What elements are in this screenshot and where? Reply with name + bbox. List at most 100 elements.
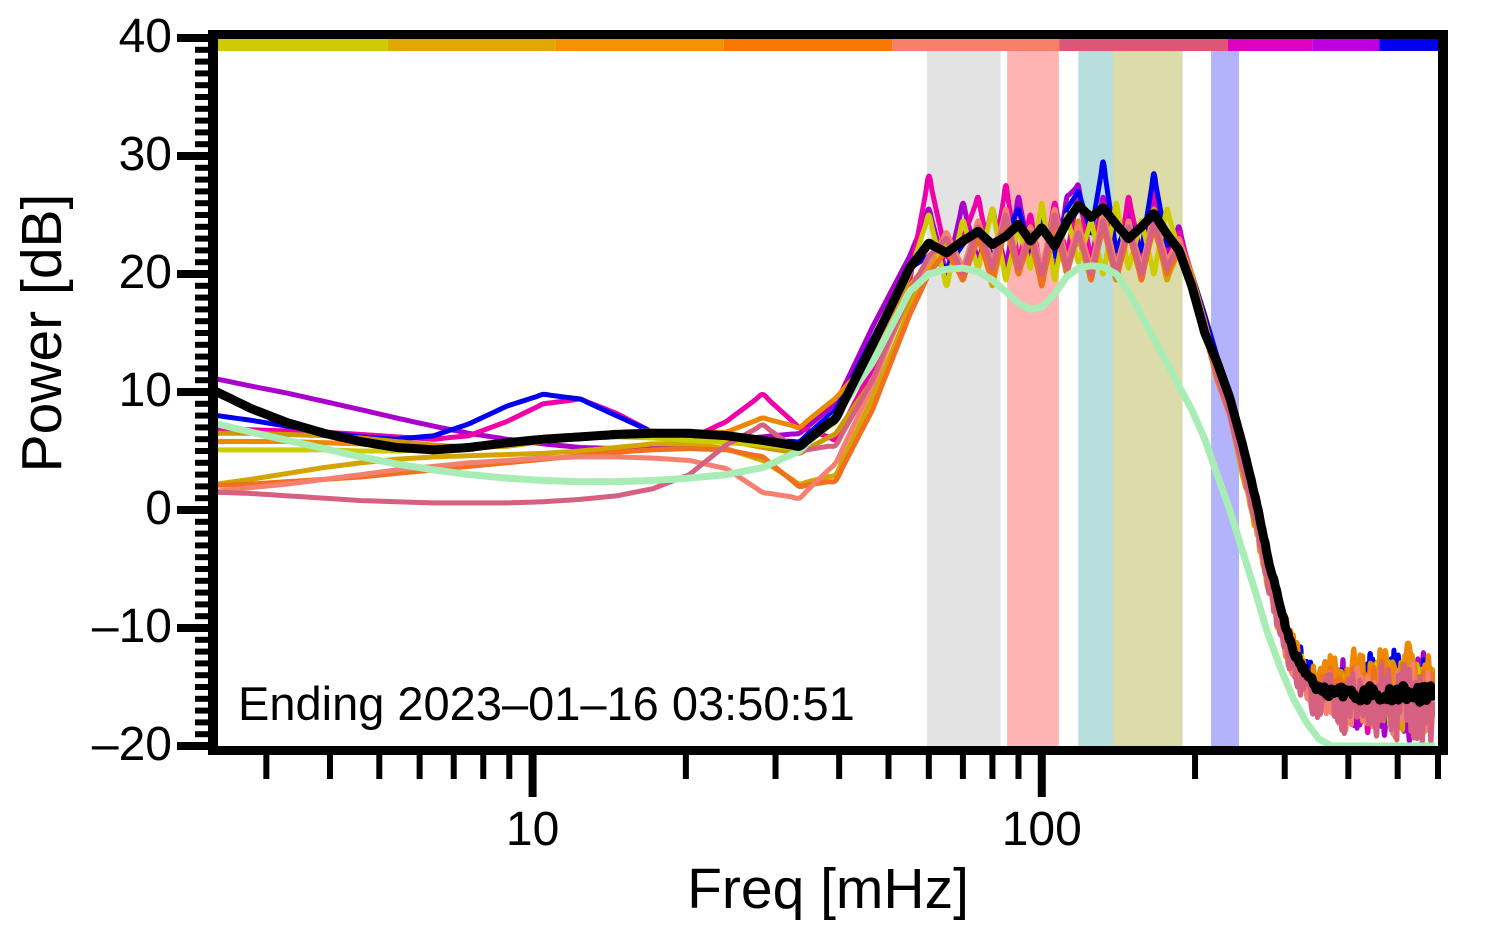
y-minor-tick — [195, 684, 217, 690]
colorbar-segment-5 — [1059, 39, 1228, 51]
y-minor-tick — [195, 247, 217, 254]
y-minor-tick — [195, 400, 217, 407]
y-minor-tick — [195, 46, 217, 53]
x-minor-tick — [263, 755, 270, 779]
x-minor-tick — [416, 755, 423, 779]
y-tick-label: 30 — [118, 128, 172, 181]
y-minor-tick — [195, 554, 217, 561]
y-minor-tick — [195, 377, 217, 384]
y-major-tick — [177, 34, 217, 42]
y-tick-label: 0 — [145, 482, 172, 535]
x-minor-tick — [836, 755, 843, 779]
y-minor-tick — [195, 212, 217, 218]
y-major-tick — [177, 506, 217, 514]
ending-timestamp-annotation: Ending 2023‒01‒16 03:50:51 — [238, 677, 855, 730]
y-minor-tick — [195, 235, 217, 242]
x-minor-tick — [959, 755, 966, 779]
time-progression-colorbar — [217, 39, 1438, 51]
colorbar-segment-7 — [1312, 39, 1380, 51]
band-pink — [1007, 38, 1059, 746]
x-axis-ticks — [263, 755, 1441, 797]
y-minor-tick — [195, 436, 217, 443]
colorbar-segment-0 — [217, 39, 388, 51]
x-minor-tick — [326, 755, 333, 779]
y-major-tick — [177, 624, 217, 632]
y-minor-tick — [195, 164, 217, 171]
y-minor-tick — [195, 636, 217, 643]
x-minor-tick — [1192, 755, 1199, 779]
y-tick-label: 40 — [118, 10, 172, 63]
y-axis-ticks — [177, 34, 217, 750]
x-minor-tick — [1015, 755, 1022, 779]
y-minor-tick — [195, 566, 217, 572]
trace-group — [217, 159, 1435, 750]
band-khaki — [1113, 38, 1183, 746]
y-minor-tick — [195, 518, 217, 525]
x-tick-label: 10 — [505, 803, 560, 856]
y-minor-tick — [195, 200, 217, 207]
x-minor-tick — [1345, 755, 1352, 779]
y-major-tick — [177, 152, 217, 160]
y-tick-label: 10 — [118, 364, 172, 417]
y-minor-tick — [195, 117, 217, 124]
y-minor-tick — [195, 530, 217, 537]
x-minor-tick — [376, 755, 383, 779]
plot-frame — [208, 30, 1448, 755]
x-minor-tick — [1394, 755, 1401, 779]
y-minor-tick — [195, 188, 217, 195]
y-minor-tick — [195, 448, 217, 454]
trace-rose — [217, 212, 1435, 746]
y-major-tick — [177, 742, 217, 750]
y-tick-label: ‒10 — [91, 600, 172, 653]
y-minor-tick — [195, 695, 217, 702]
y-minor-tick — [195, 542, 217, 549]
y-minor-tick — [195, 613, 217, 620]
y-minor-tick — [195, 577, 217, 584]
y-minor-tick — [195, 105, 217, 112]
y-minor-tick — [195, 129, 217, 136]
x-minor-tick — [885, 755, 892, 779]
x-minor-tick — [450, 755, 457, 779]
y-major-tick — [177, 388, 217, 396]
y-minor-tick — [195, 412, 217, 419]
x-major-tick — [528, 755, 537, 797]
plot-area-background — [217, 38, 1435, 755]
x-minor-tick — [480, 755, 487, 779]
y-minor-tick — [195, 601, 217, 608]
colorbar-segment-1 — [387, 39, 556, 51]
y-minor-tick — [195, 365, 217, 372]
x-minor-tick — [1435, 755, 1441, 779]
x-minor-tick — [1281, 755, 1288, 779]
y-minor-tick — [195, 58, 217, 65]
y-minor-tick — [195, 330, 217, 336]
y-minor-tick — [195, 719, 217, 726]
y-minor-tick — [195, 589, 217, 596]
colorbar-segment-8 — [1379, 39, 1438, 51]
y-minor-tick — [195, 353, 217, 360]
x-minor-tick — [989, 755, 996, 779]
x-minor-tick — [506, 755, 513, 779]
y-minor-tick — [195, 424, 217, 431]
y-minor-tick — [195, 176, 217, 183]
y-minor-tick — [195, 731, 217, 738]
y-minor-tick — [195, 141, 217, 148]
y-minor-tick — [195, 483, 217, 490]
band-gray — [926, 38, 1001, 746]
y-minor-tick — [195, 282, 217, 289]
y-major-tick — [177, 270, 217, 278]
y-minor-tick — [195, 660, 217, 667]
y-minor-tick — [195, 318, 217, 325]
x-minor-tick — [682, 755, 689, 779]
y-minor-tick — [195, 94, 217, 100]
y-minor-tick — [195, 259, 217, 266]
y-minor-tick — [195, 341, 217, 348]
x-major-tick — [1037, 755, 1046, 797]
x-minor-tick — [925, 755, 932, 779]
band-teal — [1078, 38, 1114, 746]
colorbar-segment-4 — [892, 39, 1060, 51]
y-minor-tick — [195, 459, 217, 466]
x-minor-tick — [772, 755, 779, 779]
colorbar-segment-2 — [555, 39, 724, 51]
y-minor-tick — [195, 223, 217, 230]
